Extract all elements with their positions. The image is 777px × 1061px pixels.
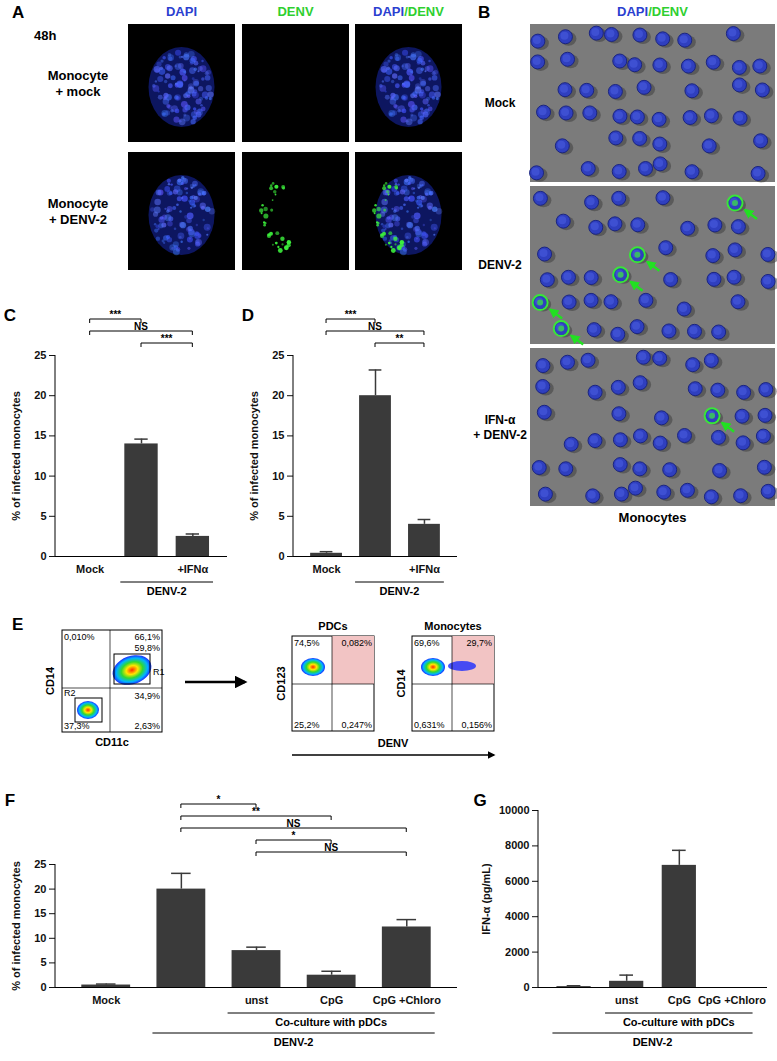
svg-text:E: E (12, 615, 23, 634)
svg-text:**: ** (252, 806, 260, 817)
svg-text:C: C (4, 306, 16, 325)
svg-text:74,5%: 74,5% (294, 638, 320, 648)
svg-text:CpG +Chloro: CpG +Chloro (373, 994, 441, 1006)
svg-text:25: 25 (34, 858, 46, 870)
svg-text:R2: R2 (64, 688, 76, 698)
svg-text:R1: R1 (153, 667, 165, 677)
svg-text:B: B (478, 3, 490, 22)
svg-text:IFN-α (pg/mL): IFN-α (pg/mL) (480, 863, 492, 935)
svg-text:10: 10 (34, 470, 46, 482)
svg-text:DAPI: DAPI (166, 4, 197, 19)
svg-text:DAPI/DENV: DAPI/DENV (373, 4, 444, 19)
svg-text:5: 5 (278, 510, 284, 522)
svg-text:4000: 4000 (505, 910, 529, 922)
svg-text:DENV-2: DENV-2 (478, 258, 522, 272)
svg-text:5: 5 (40, 956, 46, 968)
svg-text:DAPI/DENV: DAPI/DENV (617, 4, 688, 19)
svg-text:CD14: CD14 (395, 669, 407, 698)
svg-text:Co-culture with pDCs: Co-culture with pDCs (275, 1016, 387, 1028)
svg-text:66,1%: 66,1% (134, 632, 160, 642)
svg-text:NS: NS (324, 842, 338, 853)
svg-text:Mock: Mock (92, 994, 121, 1006)
svg-text:59,8%: 59,8% (134, 643, 160, 653)
svg-text:10: 10 (34, 932, 46, 944)
svg-text:NS: NS (368, 321, 382, 332)
svg-text:unst: unst (615, 994, 639, 1006)
svg-text:CD123: CD123 (275, 666, 287, 700)
svg-text:PDCs: PDCs (318, 620, 347, 632)
svg-text:2000: 2000 (505, 946, 529, 958)
svg-text:unst: unst (245, 994, 269, 1006)
svg-text:10: 10 (272, 470, 284, 482)
svg-text:Monocytes: Monocytes (424, 620, 481, 632)
svg-text:F: F (5, 791, 15, 810)
svg-text:25,2%: 25,2% (294, 720, 320, 730)
svg-text:0: 0 (278, 550, 284, 562)
svg-text:29,7%: 29,7% (466, 638, 492, 648)
svg-text:15: 15 (34, 429, 46, 441)
svg-text:20: 20 (34, 883, 46, 895)
svg-text:CD11c: CD11c (95, 736, 129, 748)
svg-text:37,3%: 37,3% (64, 721, 90, 731)
svg-text:CpG: CpG (320, 994, 343, 1006)
svg-text:15: 15 (272, 429, 284, 441)
svg-text:DENV: DENV (277, 4, 313, 19)
svg-text:NS: NS (134, 321, 148, 332)
svg-text:0,247%: 0,247% (341, 720, 372, 730)
svg-text:69,6%: 69,6% (414, 638, 440, 648)
svg-text:15: 15 (34, 907, 46, 919)
svg-text:% of infected monocytes: % of infected monocytes (248, 391, 260, 521)
svg-text:34,9%: 34,9% (134, 691, 160, 701)
svg-text:Mock: Mock (485, 96, 516, 110)
svg-text:NS: NS (287, 818, 301, 829)
svg-text:0,082%: 0,082% (341, 638, 372, 648)
svg-text:CD14: CD14 (44, 666, 56, 695)
svg-text:Co-culture with pDCs: Co-culture with pDCs (623, 1016, 735, 1028)
svg-text:CpG: CpG (668, 994, 691, 1006)
svg-text:+IFNα: +IFNα (409, 563, 440, 575)
svg-text:10000: 10000 (499, 804, 530, 816)
svg-text:G: G (473, 791, 486, 810)
svg-text:8000: 8000 (505, 839, 529, 851)
svg-text:0,156%: 0,156% (461, 720, 492, 730)
svg-text:Mock: Mock (312, 563, 341, 575)
svg-text:25: 25 (34, 349, 46, 361)
svg-text:***: *** (109, 309, 121, 320)
svg-text:DENV: DENV (378, 737, 409, 749)
svg-text:DENV-2: DENV-2 (633, 1036, 673, 1048)
svg-text:Monocyte+ DENV-2: Monocyte+ DENV-2 (48, 196, 109, 227)
svg-text:0: 0 (523, 981, 529, 993)
svg-text:Monocyte+ mock: Monocyte+ mock (48, 68, 109, 99)
svg-text:% of infected monocytes: % of infected monocytes (10, 861, 22, 991)
svg-text:***: *** (161, 333, 173, 344)
svg-text:5: 5 (40, 510, 46, 522)
svg-text:DENV-2: DENV-2 (380, 585, 420, 597)
svg-text:20: 20 (272, 389, 284, 401)
svg-text:DENV-2: DENV-2 (147, 585, 187, 597)
svg-text:D: D (242, 306, 254, 325)
svg-text:IFN-α+ DENV-2: IFN-α+ DENV-2 (473, 413, 527, 442)
svg-text:0: 0 (40, 550, 46, 562)
svg-text:*: * (216, 794, 220, 805)
svg-text:DENV-2: DENV-2 (274, 1036, 314, 1048)
svg-text:0: 0 (40, 981, 46, 993)
svg-text:CpG +Chloro: CpG +Chloro (698, 994, 766, 1006)
svg-text:**: ** (396, 333, 404, 344)
svg-text:48h: 48h (34, 28, 56, 43)
svg-text:0,631%: 0,631% (414, 720, 445, 730)
svg-text:Monocytes: Monocytes (619, 510, 687, 525)
svg-text:A: A (12, 3, 24, 22)
svg-text:+IFNα: +IFNα (177, 563, 208, 575)
svg-text:25: 25 (272, 349, 284, 361)
svg-text:2,63%: 2,63% (134, 721, 160, 731)
svg-text:*: * (292, 830, 296, 841)
svg-text:% of infected monocytes: % of infected monocytes (10, 391, 22, 521)
svg-text:0,010%: 0,010% (64, 632, 95, 642)
svg-text:Mock: Mock (76, 563, 105, 575)
svg-text:***: *** (345, 309, 357, 320)
svg-text:6000: 6000 (505, 875, 529, 887)
svg-text:20: 20 (34, 389, 46, 401)
